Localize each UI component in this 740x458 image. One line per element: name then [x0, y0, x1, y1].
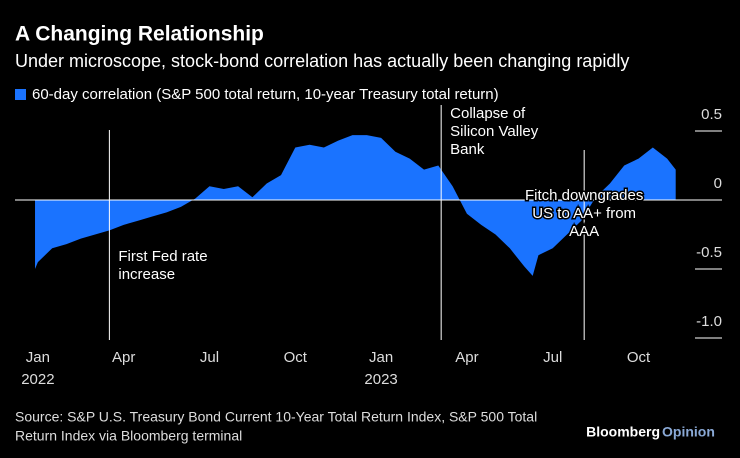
x-tick-label: Apr	[455, 349, 478, 366]
x-tick-label: Oct	[284, 349, 308, 366]
x-tick-label: Apr	[112, 349, 135, 366]
annotation-text: US to AA+ from	[532, 205, 636, 222]
x-year-label: 2023	[364, 371, 397, 388]
annotation-text: Fitch downgrades	[525, 187, 643, 204]
source: Return Index via Bloomberg terminal	[15, 428, 242, 444]
legend-swatch	[15, 89, 26, 100]
x-year-label: 2022	[21, 371, 54, 388]
x-tick-label: Jul	[543, 349, 562, 366]
y-tick-label: 0.5	[701, 106, 722, 123]
area	[35, 135, 676, 276]
y-tick-label: 0	[714, 175, 722, 192]
y-tick-label: -1.0	[696, 313, 722, 330]
x-tick-label: Jan	[369, 349, 393, 366]
chart-title: A Changing Relationship	[15, 23, 264, 46]
plot: 0.5 0 -0.5 -1.0 Jan Apr Jul Oct Jan Apr Jul Oct 2022…	[15, 103, 722, 388]
annotation-text: First Fed rate	[118, 248, 207, 265]
annotation-text: Collapse of	[450, 105, 526, 122]
annotation-text: increase	[118, 266, 175, 283]
x-tick-label: Oct	[627, 349, 651, 366]
brand: Bloomberg	[586, 424, 660, 440]
annotation-text: Bank	[450, 141, 485, 158]
annotation-text: AAA	[569, 223, 599, 240]
source: Source: S&P U.S. Treasury Bond Current 1…	[15, 409, 537, 425]
brand: Opinion	[662, 424, 715, 440]
x-tick-label: Jul	[200, 349, 219, 366]
x-tick-label: Jan	[26, 349, 50, 366]
y-tick-label: -0.5	[696, 244, 722, 261]
annotation-text: Silicon Valley	[450, 123, 539, 140]
chart-subtitle: Under microscope, stock-bond correlation…	[15, 51, 629, 71]
legend-label: 60-day correlation (S&P 500 total return…	[32, 86, 499, 103]
